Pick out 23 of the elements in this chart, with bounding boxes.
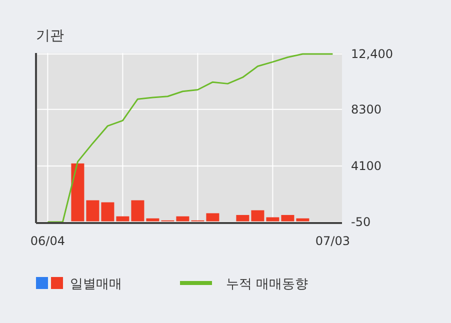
line-series [46,53,334,223]
bar [281,214,294,222]
legend-label: 누적 매매동향 [226,277,308,292]
bar [206,213,220,222]
y-tick-label: 12,400 [351,47,393,61]
bar [131,200,144,222]
bar [146,218,160,222]
chart-title: 기관 [36,28,64,44]
legend-label: 일별매매 [70,277,122,292]
bar [176,216,190,222]
bar [101,202,114,222]
y-tick-label: 8300 [351,102,382,116]
y-tick-label: -50 [351,215,371,229]
y-tick-label: 4100 [351,159,382,173]
bar [251,210,264,222]
bar [71,163,84,222]
bar [236,214,250,222]
bar [116,216,130,222]
bar [266,217,280,222]
x-tick-label: 07/03 [315,234,350,248]
bar [296,218,310,222]
bar [86,200,100,222]
x-tick-label: 06/04 [30,234,65,248]
